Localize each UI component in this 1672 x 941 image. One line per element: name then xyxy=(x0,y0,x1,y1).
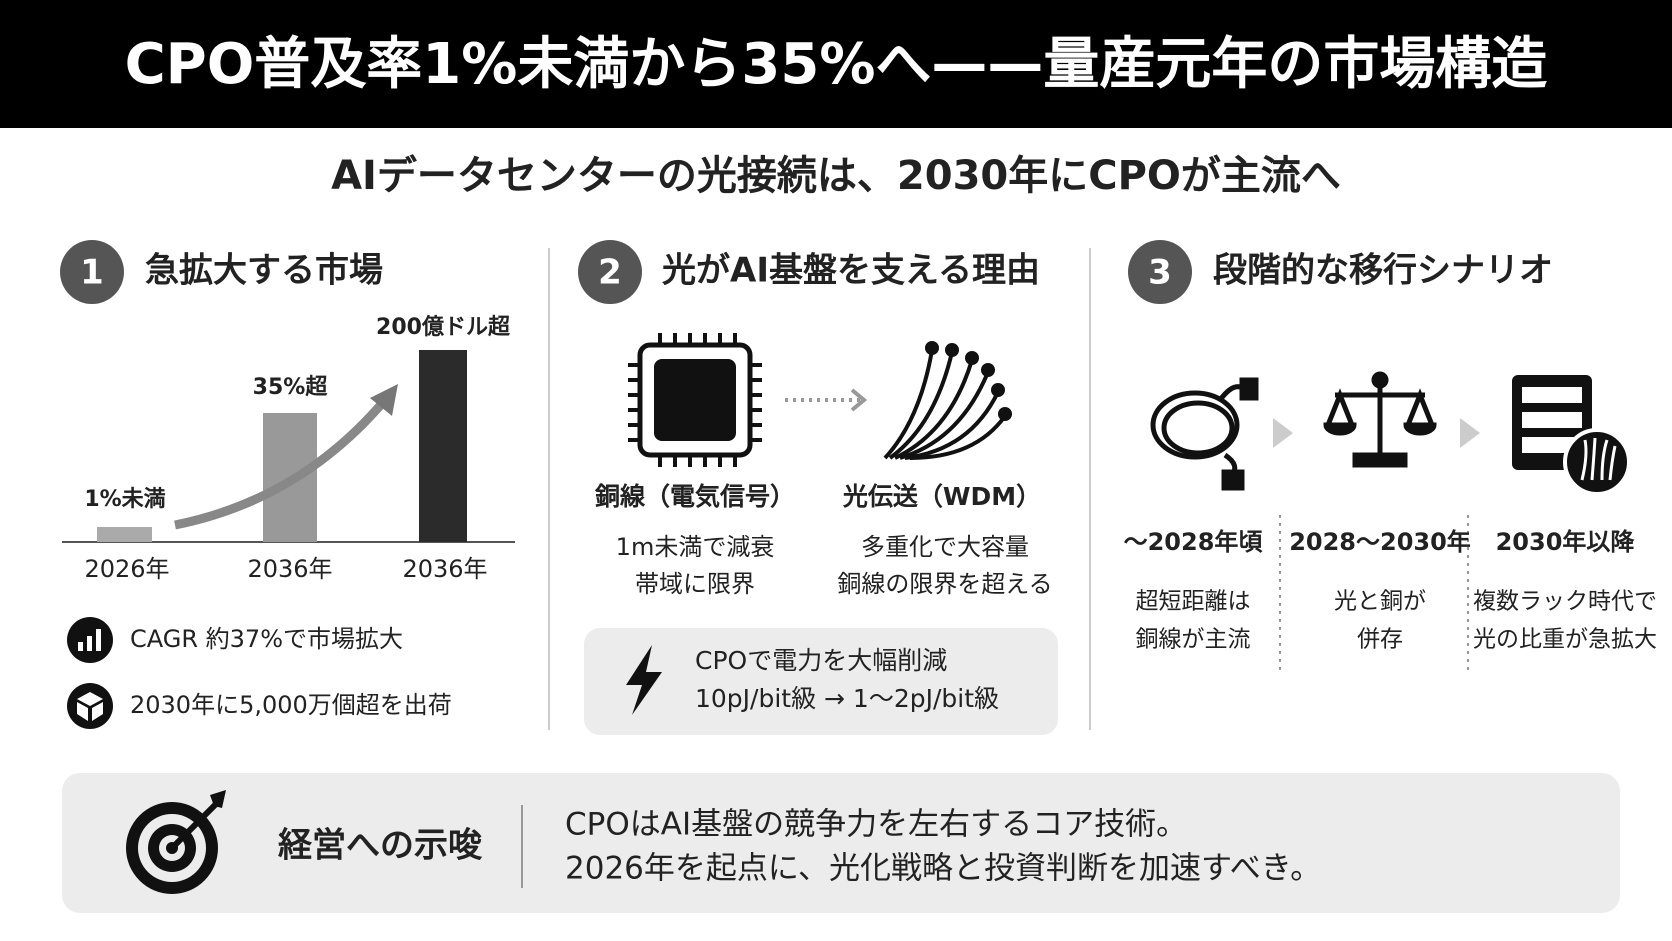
bolt-icon xyxy=(626,645,662,715)
scale-icon-part xyxy=(1323,422,1437,436)
bar-label: 1%未満 xyxy=(84,486,165,512)
category-label: 2026年 xyxy=(84,555,169,583)
server-icon-part xyxy=(1580,437,1617,481)
item-text: 1m未満で減衰 xyxy=(616,533,775,561)
subtitle: AIデータセンターの光接続は、2030年にCPOが主流へ xyxy=(331,153,1341,199)
item-label: 光伝送（WDM） xyxy=(842,482,1041,511)
scale-icon-part xyxy=(1352,452,1408,468)
cable-icon-part xyxy=(1161,400,1235,456)
stage-text: 併存 xyxy=(1357,627,1403,653)
stage-period: 〜2028年頃 xyxy=(1124,528,1264,556)
footer-text: CPOはAI基盤の競争力を左右するコア技術。 xyxy=(565,807,1187,843)
scale-icon-part xyxy=(1371,371,1389,389)
stage-text: 光と銅が xyxy=(1334,589,1426,615)
fiber-icon-part xyxy=(904,391,1000,460)
fiber-icon xyxy=(883,341,1012,460)
flow-arrow xyxy=(785,388,868,412)
footer-text: 2026年を起点に、光化戦略と投資判断を加速すべき。 xyxy=(565,851,1321,887)
box-icon-part xyxy=(92,702,103,721)
chart-icon-part xyxy=(78,642,83,651)
bullet-text: 2030年に5,000万個超を出荷 xyxy=(130,691,452,719)
fiber-icon-part xyxy=(909,414,1007,460)
section-badge xyxy=(578,240,642,304)
chip-icon-part xyxy=(628,333,762,467)
bar-label: 35%超 xyxy=(253,375,329,400)
server-icon-part xyxy=(1522,412,1582,428)
fiber-icon-part xyxy=(998,407,1012,421)
chip-icon-part xyxy=(654,359,736,441)
fiber-icon-part xyxy=(888,351,954,460)
item-text: 帯域に限界 xyxy=(635,570,755,598)
flow-arrow-part xyxy=(850,388,868,412)
section-heading: 急拡大する市場 xyxy=(145,251,383,291)
section-number: 1 xyxy=(80,253,104,293)
stage-text: 複数ラック時代で xyxy=(1473,589,1657,615)
chevron xyxy=(1460,418,1480,448)
bar xyxy=(97,527,152,542)
footer-label: 経営への示唆 xyxy=(278,826,483,866)
fiber-icon-part xyxy=(991,383,1005,397)
category-label: 2036年 xyxy=(402,555,487,583)
server-icon-part xyxy=(1522,387,1582,403)
stage-period: 2030年以降 xyxy=(1496,528,1636,556)
server-icon-part xyxy=(1563,428,1631,496)
section-number: 2 xyxy=(598,253,622,293)
section-heading: 光がAI基盤を支える理由 xyxy=(662,251,1040,291)
fiber-icon-part xyxy=(965,351,979,365)
category-label: 2036年 xyxy=(247,555,332,583)
header-band xyxy=(0,0,1672,128)
section-number: 3 xyxy=(1148,253,1172,293)
bar xyxy=(419,350,467,542)
section-badge xyxy=(1128,240,1192,304)
server-icon xyxy=(1512,375,1631,496)
fiber-icon-part xyxy=(925,341,939,355)
note-text: CPOで電力を大幅削減 xyxy=(695,646,947,675)
trend-arrow xyxy=(174,397,389,530)
fiber-icon-part xyxy=(894,359,974,460)
chart-icon-part xyxy=(87,636,92,651)
stage-period: 2028〜2030年 xyxy=(1289,528,1471,556)
chart-icon-part xyxy=(96,629,101,651)
box-icon-part xyxy=(77,702,88,721)
section-heading: 段階的な移行シナリオ xyxy=(1213,251,1553,291)
chip-icon xyxy=(628,333,762,467)
cable-icon-part xyxy=(1221,469,1245,491)
cable-icon-part xyxy=(1150,390,1240,460)
fiber-icon-part xyxy=(945,343,959,357)
item-label: 銅線（電気信号） xyxy=(594,482,795,511)
trend-arrow-head xyxy=(370,384,398,416)
fiber-icon-part xyxy=(899,371,990,460)
footer-box xyxy=(62,773,1620,913)
item-text: 銅線の限界を超える xyxy=(837,570,1052,598)
box-icon xyxy=(67,683,113,729)
note-text: 10pJ/bit級 → 1〜2pJ/bit級 xyxy=(695,684,999,713)
item-text: 多重化で大容量 xyxy=(861,533,1029,561)
stage-text: 光の比重が急拡大 xyxy=(1473,627,1657,653)
chevron xyxy=(1273,418,1293,448)
stage-text: 超短距離は xyxy=(1136,589,1251,615)
note-box xyxy=(584,628,1058,735)
title: CPO普及率1%未満から35%へ——量産元年の市場構造 xyxy=(125,32,1548,97)
bar-label: 200億ドル超 xyxy=(376,314,511,340)
target-icon xyxy=(126,790,226,894)
target-icon-part xyxy=(210,790,226,808)
chart-icon xyxy=(67,617,113,663)
fiber-icon-part xyxy=(981,363,995,377)
stage-text: 銅線が主流 xyxy=(1136,627,1251,653)
scale-icon xyxy=(1323,371,1437,468)
cable-icon-part xyxy=(1239,377,1259,401)
section-badge xyxy=(60,240,124,304)
box-icon-part xyxy=(77,692,103,706)
cable-icon xyxy=(1150,377,1259,491)
target-icon-part xyxy=(171,799,221,849)
fiber-icon-part xyxy=(883,349,934,460)
bullet-text: CAGR 約37%で市場拡大 xyxy=(130,625,403,653)
